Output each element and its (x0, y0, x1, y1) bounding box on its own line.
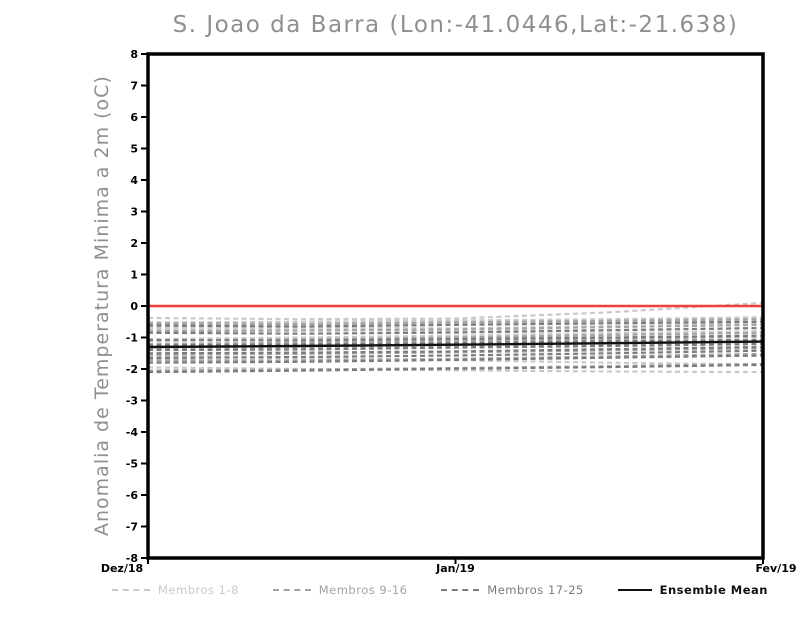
y-tick-label: -6 (126, 489, 139, 502)
y-tick-label: -5 (126, 458, 138, 471)
ensemble-member-line-group3 (147, 363, 764, 374)
y-tick-label: 4 (130, 174, 138, 187)
legend-label: Ensemble Mean (659, 583, 768, 597)
x-tick-label: Jan/19 (435, 562, 475, 575)
ensemble-member-line-group3 (147, 343, 764, 352)
y-tick-label: 5 (130, 143, 138, 156)
legend-label: Membros 17-25 (487, 583, 584, 597)
ensemble-member-line-group3 (147, 349, 764, 360)
y-tick-label: 1 (130, 269, 138, 282)
ensemble-member-line-group3 (147, 345, 764, 355)
dashed-line-swatch-icon (112, 589, 150, 591)
ensemble-member-line-group3 (147, 334, 764, 342)
y-tick-label: 6 (130, 111, 138, 124)
solid-line-swatch-icon (617, 589, 652, 591)
y-tick-label: -7 (126, 521, 138, 534)
dashed-line-swatch-icon (272, 589, 311, 591)
y-tick-label: 2 (130, 237, 138, 250)
y-tick-label: 0 (130, 300, 138, 313)
legend-item-membros-9-16: Membros 9-16 (272, 583, 408, 597)
y-tick-label: -1 (126, 332, 138, 345)
dashed-line-swatch-icon (441, 589, 480, 591)
ensemble-mean-line (147, 340, 764, 349)
y-tick-label: -8 (126, 552, 138, 565)
y-tick-label: -2 (126, 363, 138, 376)
ensemble-member-line-group1 (147, 316, 764, 324)
chart-legend: Membros 1-8 Membros 9-16 Membros 17-25 E… (112, 583, 768, 597)
legend-label: Membros 9-16 (318, 583, 408, 597)
ensemble-member-line-group2 (147, 323, 764, 333)
y-tick-label: 3 (130, 206, 138, 219)
y-tick-label: -4 (126, 426, 139, 439)
ensemble-member-line-group1 (147, 330, 764, 341)
ensemble-member-line-group1 (147, 301, 764, 321)
ensemble-member-line-group3 (147, 326, 764, 335)
ensemble-member-line-group3 (147, 320, 764, 328)
legend-item-membros-17-25: Membros 17-25 (441, 583, 584, 597)
ensemble-member-line-group1 (147, 366, 764, 374)
ensemble-member-line-group2 (147, 318, 764, 326)
ensemble-member-line-group3 (147, 338, 764, 347)
y-tick-label: 8 (130, 48, 138, 61)
legend-item-membros-1-8: Membros 1-8 (112, 583, 239, 597)
ensemble-member-line-group3 (147, 354, 764, 364)
x-tick-label: Fev/19 (755, 562, 796, 575)
y-tick-label: -3 (126, 395, 138, 408)
legend-item-ensemble-mean: Ensemble Mean (617, 583, 768, 597)
y-tick-label: 7 (130, 80, 138, 93)
x-tick-label: Dez/18 (101, 562, 143, 575)
chart-title: S. Joao da Barra (Lon:-41.0446,Lat:-21.6… (172, 12, 739, 38)
legend-label: Membros 1-8 (158, 583, 239, 597)
ensemble-member-line-group2 (147, 335, 764, 345)
